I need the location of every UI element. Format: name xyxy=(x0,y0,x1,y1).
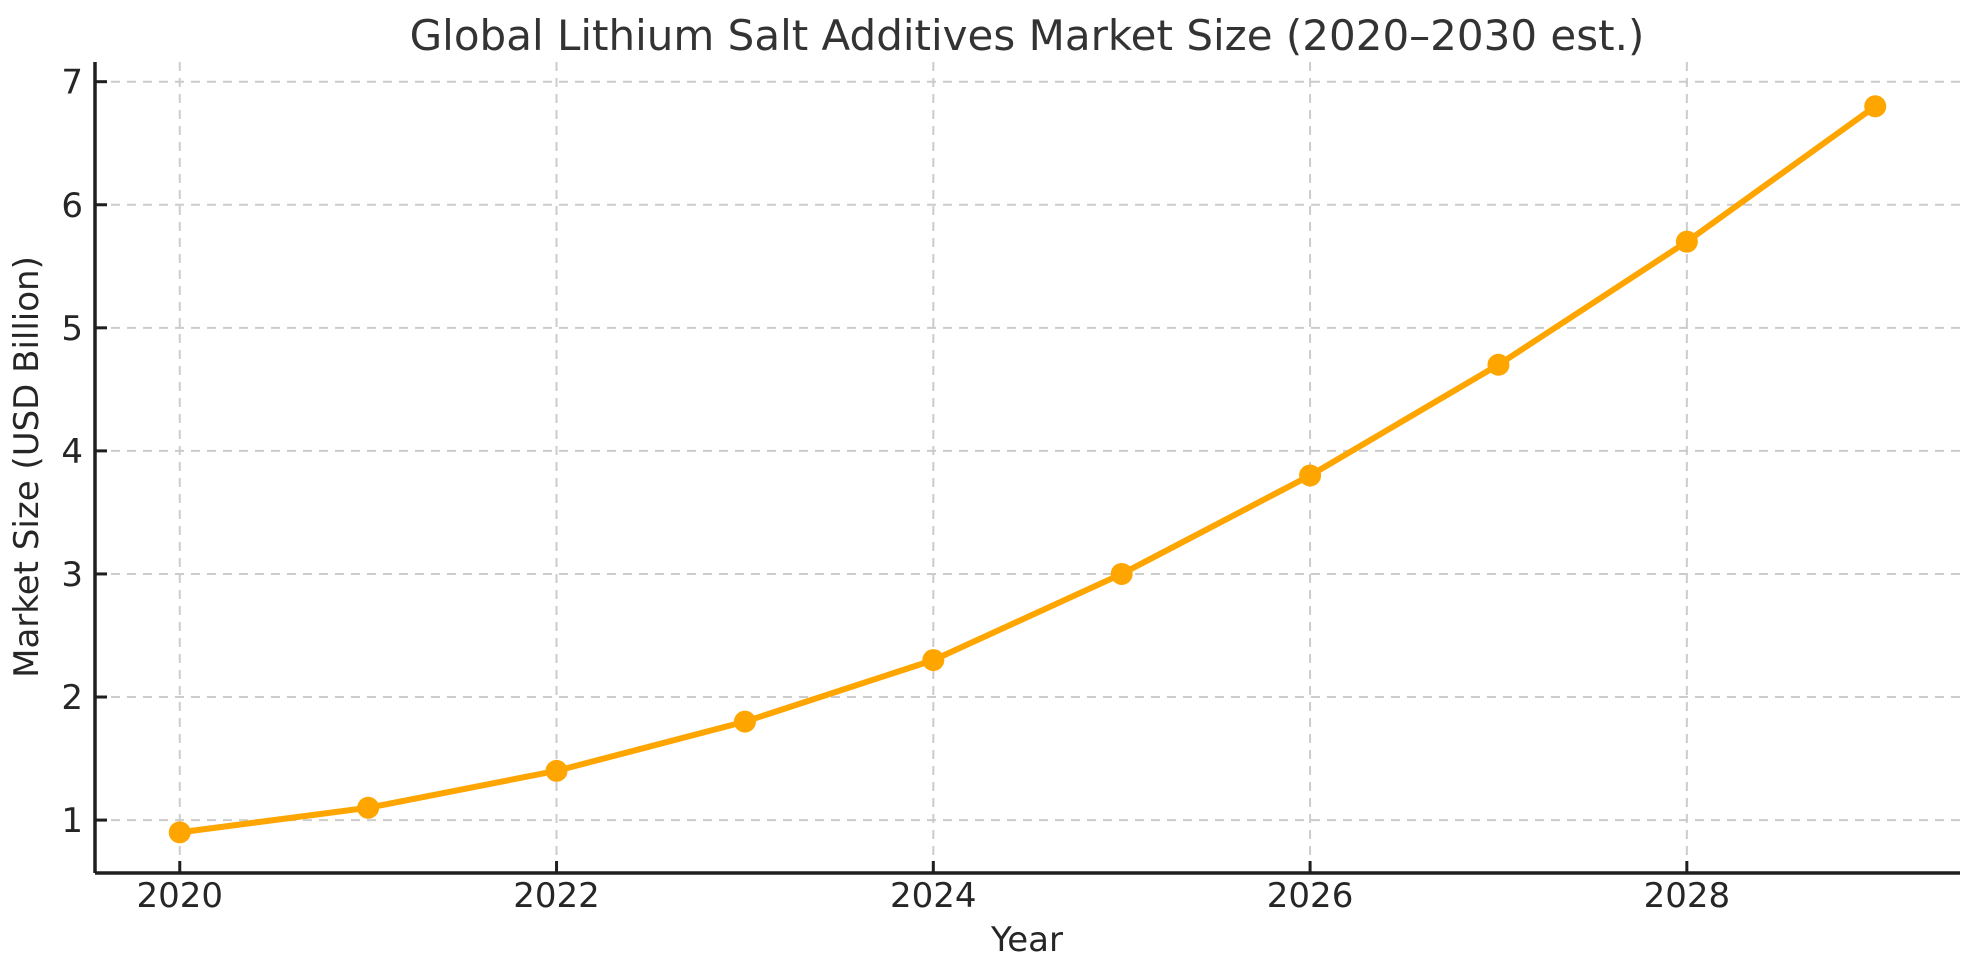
data-point xyxy=(1864,95,1887,118)
data-point xyxy=(168,821,191,844)
data-point xyxy=(1299,464,1322,487)
chart-title: Global Lithium Salt Additives Market Siz… xyxy=(410,11,1645,60)
x-tick-label: 2022 xyxy=(513,876,600,916)
x-axis-label: Year xyxy=(990,920,1063,960)
y-tick-label: 1 xyxy=(61,801,83,841)
x-tick-label: 2026 xyxy=(1267,876,1354,916)
x-tick-label: 2024 xyxy=(890,876,977,916)
data-point xyxy=(545,759,568,782)
y-tick-label: 4 xyxy=(61,432,83,472)
y-axis-label: Market Size (USD Billion) xyxy=(7,256,47,678)
data-line xyxy=(176,103,1879,836)
data-point xyxy=(1110,562,1133,585)
y-tick-label: 6 xyxy=(61,186,83,226)
grid-layer xyxy=(95,62,1960,873)
series-layer xyxy=(168,95,1887,844)
x-tick-label: 2028 xyxy=(1644,876,1731,916)
axis-layer: 2020 2022 2024 2026 2028 1 2 3 4 5 6 7 xyxy=(61,62,1960,916)
data-point xyxy=(1487,353,1510,376)
data-point xyxy=(357,796,380,819)
x-tick-label: 2020 xyxy=(137,876,224,916)
data-point xyxy=(922,649,945,672)
y-tick-label: 5 xyxy=(61,309,83,349)
y-tick-label: 3 xyxy=(61,555,83,595)
data-point xyxy=(733,710,756,733)
data-point xyxy=(1675,230,1698,253)
y-tick-label: 2 xyxy=(61,678,83,718)
y-tick-label: 7 xyxy=(61,63,83,103)
